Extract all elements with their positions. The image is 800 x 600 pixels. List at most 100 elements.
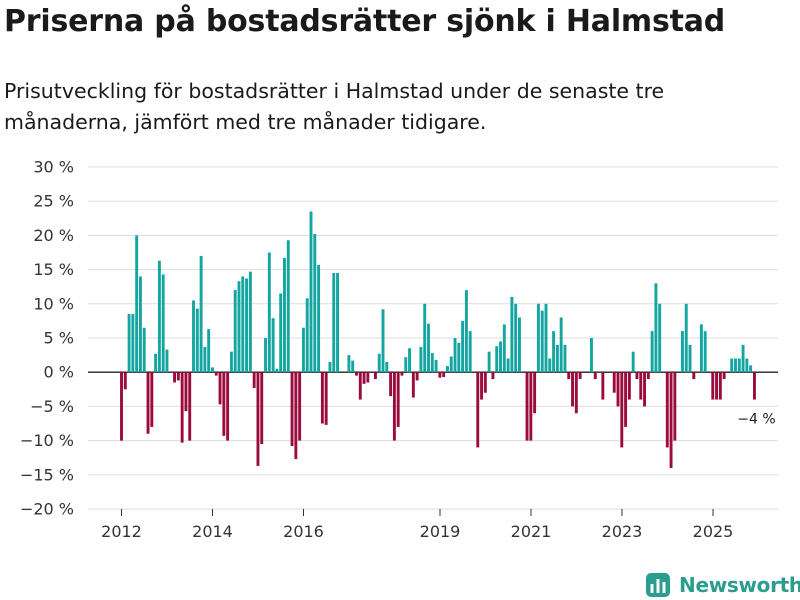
bar-negative bbox=[533, 372, 537, 414]
bar-positive bbox=[741, 344, 745, 373]
bar-positive bbox=[127, 314, 131, 373]
bar-positive bbox=[404, 357, 408, 373]
bar-negative bbox=[411, 372, 415, 398]
bar-negative bbox=[176, 372, 180, 381]
bar-positive bbox=[286, 240, 290, 373]
bar-negative bbox=[373, 372, 377, 380]
bar-positive bbox=[499, 341, 502, 373]
page-subtitle: Prisutveckling för bostadsrätter i Halms… bbox=[4, 79, 665, 134]
bar-negative bbox=[260, 372, 264, 445]
bar-negative bbox=[320, 372, 324, 424]
bar-positive bbox=[430, 353, 434, 373]
bar-negative bbox=[574, 372, 578, 414]
bar-positive bbox=[703, 331, 707, 373]
chart-gridlines bbox=[88, 166, 778, 510]
bar-negative bbox=[627, 372, 631, 400]
chart-annotations: −4 % bbox=[737, 412, 775, 428]
bar-negative bbox=[673, 372, 677, 441]
bar-negative bbox=[226, 372, 230, 441]
newsworthy-logo[interactable]: Newsworthy bbox=[645, 570, 800, 600]
bar-negative bbox=[214, 372, 218, 376]
bar-positive bbox=[161, 274, 165, 373]
bar-negative bbox=[222, 372, 226, 436]
bar-positive bbox=[650, 331, 654, 373]
bar-positive bbox=[514, 303, 518, 373]
bar-positive bbox=[245, 278, 249, 373]
bar-positive bbox=[385, 361, 389, 373]
bar-positive bbox=[165, 349, 169, 373]
bar-negative bbox=[635, 372, 639, 380]
bar-negative bbox=[294, 372, 298, 460]
bar-positive bbox=[203, 346, 207, 373]
bar-negative bbox=[324, 372, 328, 425]
bar-positive bbox=[427, 323, 430, 373]
bar-negative bbox=[146, 372, 150, 434]
bar-positive bbox=[139, 276, 142, 373]
bar-negative bbox=[355, 372, 358, 376]
y-tick-label: 30 % bbox=[33, 158, 74, 177]
bar-negative bbox=[438, 372, 442, 378]
bar-negative bbox=[612, 372, 616, 393]
bar-negative bbox=[415, 372, 419, 381]
bar-negative bbox=[593, 372, 597, 380]
bar-negative bbox=[150, 372, 154, 427]
bar-positive bbox=[487, 351, 491, 373]
bar-negative bbox=[616, 372, 620, 407]
x-tick-label: 2019 bbox=[420, 522, 461, 541]
bar-positive bbox=[192, 300, 195, 373]
bar-positive bbox=[590, 338, 593, 373]
bar-positive bbox=[552, 331, 556, 373]
bar-positive bbox=[495, 346, 499, 373]
y-tick-label: 0 % bbox=[44, 363, 74, 382]
bar-negative bbox=[715, 372, 718, 400]
bar-positive bbox=[548, 358, 552, 373]
bar-positive bbox=[658, 303, 662, 373]
bar-negative bbox=[173, 372, 177, 383]
y-tick-label: −10 % bbox=[20, 431, 74, 450]
y-tick-label: −20 % bbox=[20, 500, 74, 519]
bar-positive bbox=[555, 344, 559, 373]
bar-positive bbox=[688, 344, 692, 373]
bar-positive bbox=[131, 314, 135, 373]
bar-negative bbox=[692, 372, 696, 380]
bar-negative bbox=[366, 372, 370, 383]
bar-positive bbox=[332, 273, 336, 373]
bar-positive bbox=[328, 361, 332, 373]
bar-negative bbox=[362, 372, 366, 384]
bar-positive bbox=[559, 317, 563, 373]
bar-negative bbox=[442, 372, 446, 377]
bar-positive bbox=[434, 359, 438, 373]
bar-positive bbox=[317, 264, 321, 373]
page-title: Priserna på bostadsrätter sjönk i Halmst… bbox=[4, 4, 726, 39]
bar-positive bbox=[536, 303, 540, 373]
bar-negative bbox=[601, 372, 605, 400]
bar-positive bbox=[279, 293, 283, 373]
bar-negative bbox=[669, 372, 673, 468]
bar-positive bbox=[749, 365, 753, 373]
bar-negative bbox=[298, 372, 302, 441]
y-tick-label: 5 % bbox=[44, 329, 74, 348]
bar-negative bbox=[643, 372, 646, 407]
bar-negative bbox=[358, 372, 362, 400]
bar-positive bbox=[506, 358, 510, 373]
bar-positive bbox=[502, 324, 506, 373]
bar-positive bbox=[544, 303, 548, 373]
bar-negative bbox=[620, 372, 624, 448]
bar-negative bbox=[188, 372, 192, 441]
y-tick-label: 25 % bbox=[33, 192, 74, 211]
bar-positive bbox=[631, 351, 635, 373]
bar-negative bbox=[290, 372, 294, 447]
bar-negative bbox=[525, 372, 529, 441]
bar-negative bbox=[120, 372, 123, 441]
last-value-label: −4 % bbox=[737, 412, 775, 428]
bar-positive bbox=[271, 318, 275, 373]
bar-positive bbox=[453, 338, 457, 373]
bar-negative bbox=[529, 372, 533, 441]
chart-bars bbox=[120, 211, 756, 468]
bar-negative bbox=[483, 372, 487, 393]
bar-negative bbox=[392, 372, 396, 441]
y-axis-tick-labels: 30 % 25 % 20 % 15 % 10 % 5 % 0 % −5 % −10 % −15 %… bbox=[20, 158, 74, 519]
bar-positive bbox=[267, 252, 271, 373]
bar-positive bbox=[449, 356, 453, 373]
bar-negative bbox=[665, 372, 669, 448]
